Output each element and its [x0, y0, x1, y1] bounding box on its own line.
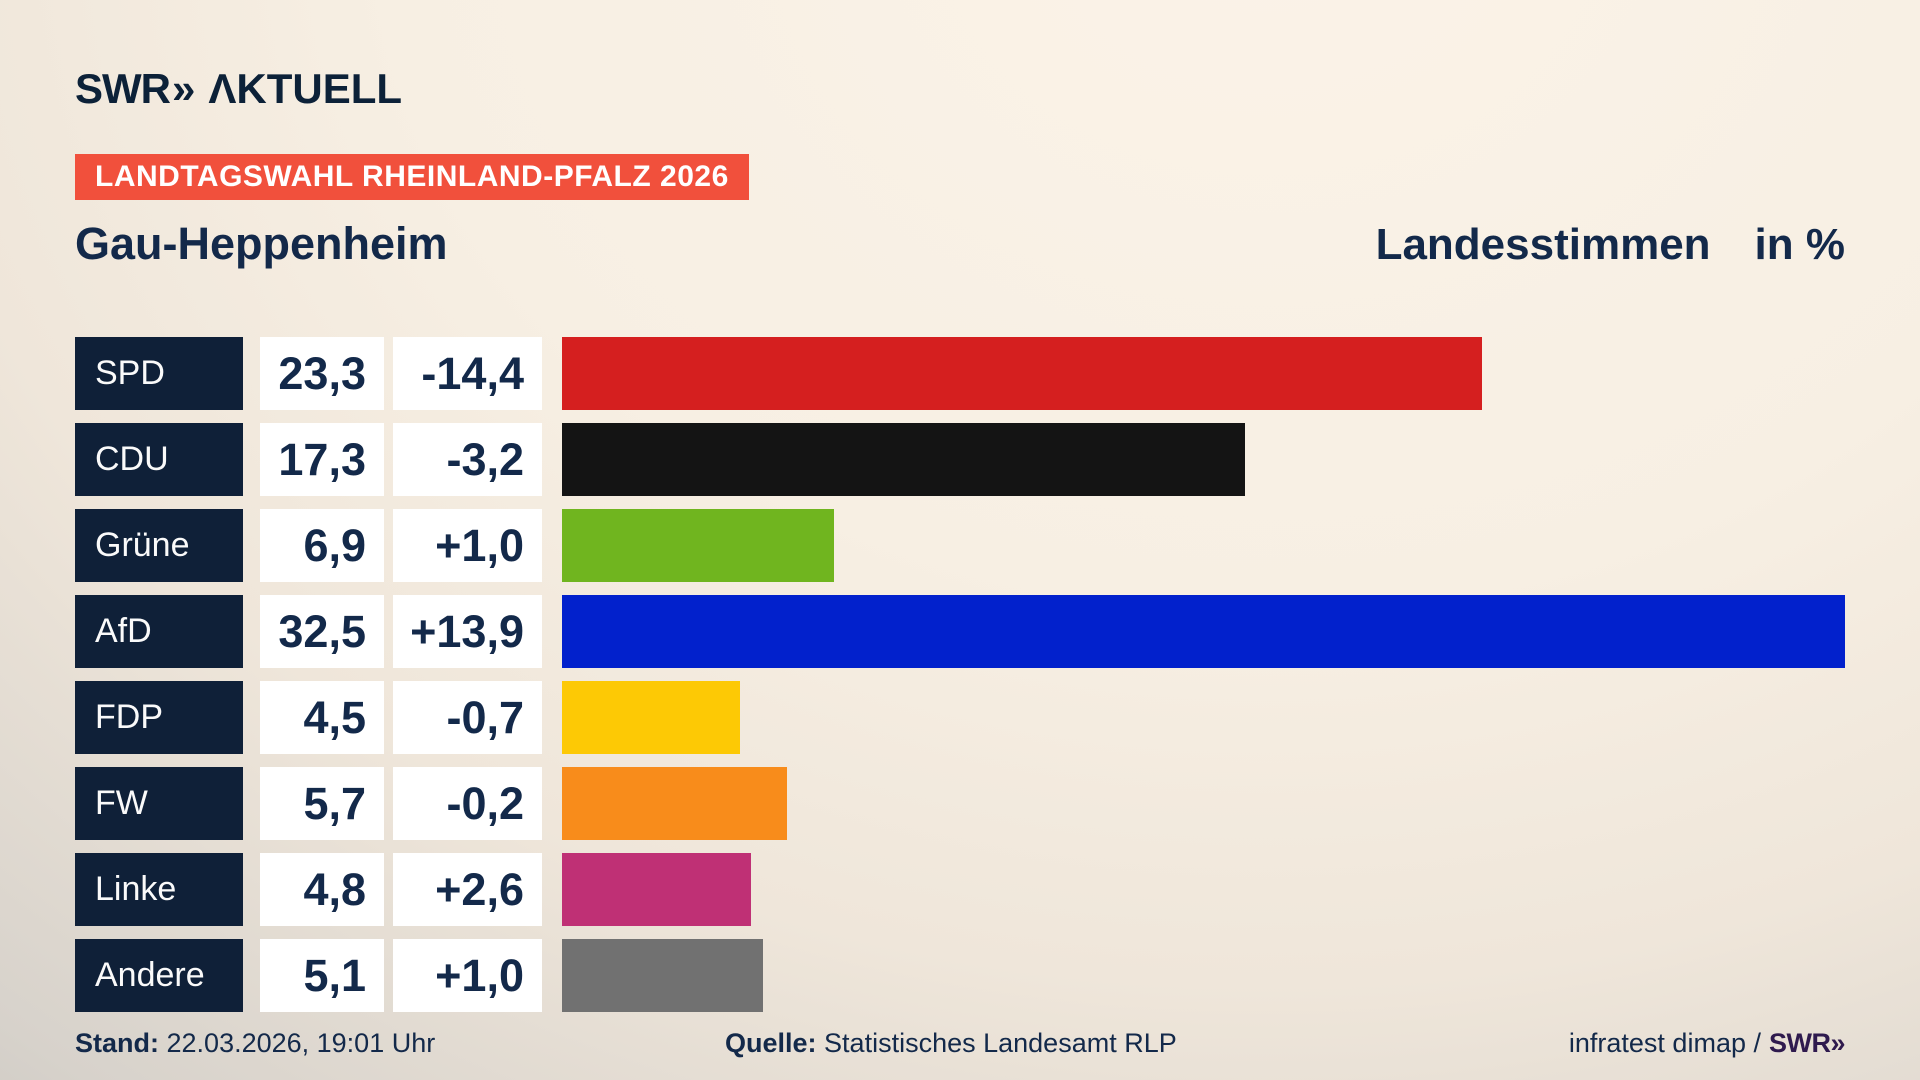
change-value-cell: +1,0 [393, 939, 542, 1012]
table-row: FW 5,7 -0,2 [75, 767, 1845, 840]
table-row: Grüne 6,9 +1,0 [75, 509, 1845, 582]
bar-track [562, 681, 1845, 754]
table-row: Andere 5,1 +1,0 [75, 939, 1845, 1012]
result-value-cell: 4,8 [260, 853, 384, 926]
bar-track [562, 595, 1845, 668]
result-value-cell: 23,3 [260, 337, 384, 410]
title-row: Gau-Heppenheim Landesstimmen in % [75, 218, 1845, 274]
result-bar [562, 423, 1245, 496]
results-chart: SPD 23,3 -14,4 CDU 17,3 -3,2 Grüne 6,9 +… [75, 337, 1845, 1025]
change-value-cell: +2,6 [393, 853, 542, 926]
measure-text: Landesstimmen [1375, 220, 1711, 269]
table-row: AfD 32,5 +13,9 [75, 595, 1845, 668]
party-label: Andere [75, 939, 243, 1012]
bar-track [562, 337, 1845, 410]
result-value-cell: 6,9 [260, 509, 384, 582]
change-value-cell: -0,2 [393, 767, 542, 840]
result-value-cell: 5,1 [260, 939, 384, 1012]
bar-track [562, 939, 1845, 1012]
bar-track [562, 423, 1845, 496]
result-bar [562, 681, 740, 754]
result-bar [562, 595, 1845, 668]
result-bar [562, 939, 764, 1012]
logo-swr-text: SWR [75, 65, 171, 112]
election-banner: LANDTAGSWAHL RHEINLAND-PFALZ 2026 [75, 154, 749, 200]
bar-track [562, 509, 1845, 582]
result-bar [562, 853, 752, 926]
party-label: Grüne [75, 509, 243, 582]
result-value-cell: 17,3 [260, 423, 384, 496]
unit-text: in % [1754, 220, 1845, 269]
measure-label: Landesstimmen in % [1376, 220, 1845, 270]
change-value-cell: +13,9 [393, 595, 542, 668]
change-value-cell: -14,4 [393, 337, 542, 410]
page-title: Gau-Heppenheim [75, 218, 448, 269]
result-bar [562, 767, 788, 840]
bar-track [562, 853, 1845, 926]
party-label: SPD [75, 337, 243, 410]
table-row: SPD 23,3 -14,4 [75, 337, 1845, 410]
party-label: CDU [75, 423, 243, 496]
table-row: Linke 4,8 +2,6 [75, 853, 1845, 926]
stand-label: Stand: [75, 1028, 159, 1058]
party-label: FW [75, 767, 243, 840]
credit-note: infratest dimap / SWR» [1568, 1028, 1846, 1059]
bar-track [562, 767, 1845, 840]
stand-value: 22.03.2026, 19:01 Uhr [166, 1028, 436, 1058]
change-value-cell: -3,2 [393, 423, 542, 496]
footer: Stand: 22.03.2026, 19:01 Uhr Quelle: Sta… [75, 1028, 1846, 1068]
quelle-label: Quelle: [725, 1028, 817, 1058]
change-value-cell: -0,7 [393, 681, 542, 754]
swr-logo-small: SWR» [1768, 1028, 1846, 1058]
result-bar [562, 509, 835, 582]
party-label: FDP [75, 681, 243, 754]
result-value-cell: 32,5 [260, 595, 384, 668]
result-bar [562, 337, 1482, 410]
change-value-cell: +1,0 [393, 509, 542, 582]
stand-timestamp: Stand: 22.03.2026, 19:01 Uhr [75, 1028, 435, 1059]
result-value-cell: 5,7 [260, 767, 384, 840]
table-row: CDU 17,3 -3,2 [75, 423, 1845, 496]
result-value-cell: 4,5 [260, 681, 384, 754]
source-note: Quelle: Statistisches Landesamt RLP [725, 1028, 1177, 1059]
table-row: FDP 4,5 -0,7 [75, 681, 1845, 754]
credit-text: infratest dimap / [1568, 1028, 1761, 1058]
double-chevron-icon: » [172, 65, 195, 112]
party-label: Linke [75, 853, 243, 926]
quelle-value: Statistisches Landesamt RLP [824, 1028, 1177, 1058]
party-label: AfD [75, 595, 243, 668]
logo-aktuell-text: ΛKTUELL [208, 65, 403, 112]
swr-aktuell-logo: SWR» ΛKTUELL [75, 68, 402, 110]
